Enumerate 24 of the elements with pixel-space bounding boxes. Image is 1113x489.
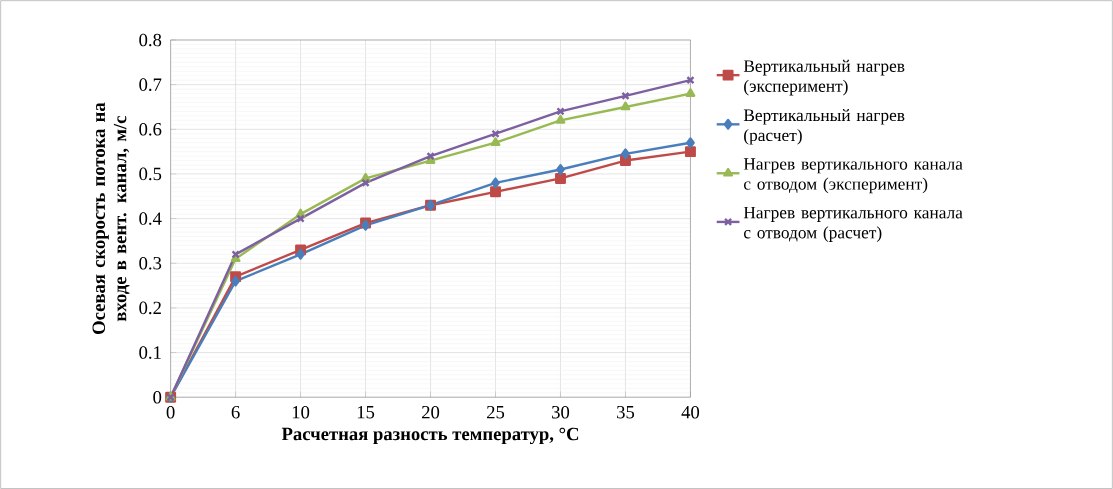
x-tick-label: 30 <box>552 405 570 419</box>
legend-label: Нагрев вертикального канала с отводом (расчет) <box>743 206 963 242</box>
legend-label: Вертикальный нагрев (расчет) <box>743 108 905 145</box>
x-tick-label: 40 <box>681 405 700 419</box>
y-tick-label: 0.3 <box>139 256 162 270</box>
x-tick-label: 0 <box>166 405 175 419</box>
legend-label: Вертикальный нагрев (эксперимент) <box>743 59 905 96</box>
y-tick-label: 0 <box>153 390 162 404</box>
y-tick-label: 0.1 <box>139 346 161 359</box>
x-tick-label: 6 <box>231 405 240 419</box>
y-tick-label: 0.4 <box>139 212 162 225</box>
x-axis-title: Расчетная разность температур, °С <box>281 427 579 445</box>
y-tick-label: 0.5 <box>139 167 162 181</box>
x-tick-label: 10 <box>292 405 310 419</box>
legend-label: Нагрев вертикального канала с отводом (эксперимент) <box>743 158 963 194</box>
y-tick-label: 0.7 <box>139 78 162 91</box>
x-tick-label: 35 <box>617 405 635 419</box>
y-tick-label: 0.8 <box>139 33 162 47</box>
x-tick-label: 25 <box>487 405 505 419</box>
x-tick-label: 20 <box>422 405 440 419</box>
x-tick-label: 15 <box>357 405 375 419</box>
y-tick-label: 0.2 <box>139 301 161 315</box>
y-axis-title: Осевая скорость потока на входе в вент. канал, м/с <box>92 102 130 334</box>
y-tick-label: 0.6 <box>139 122 162 136</box>
